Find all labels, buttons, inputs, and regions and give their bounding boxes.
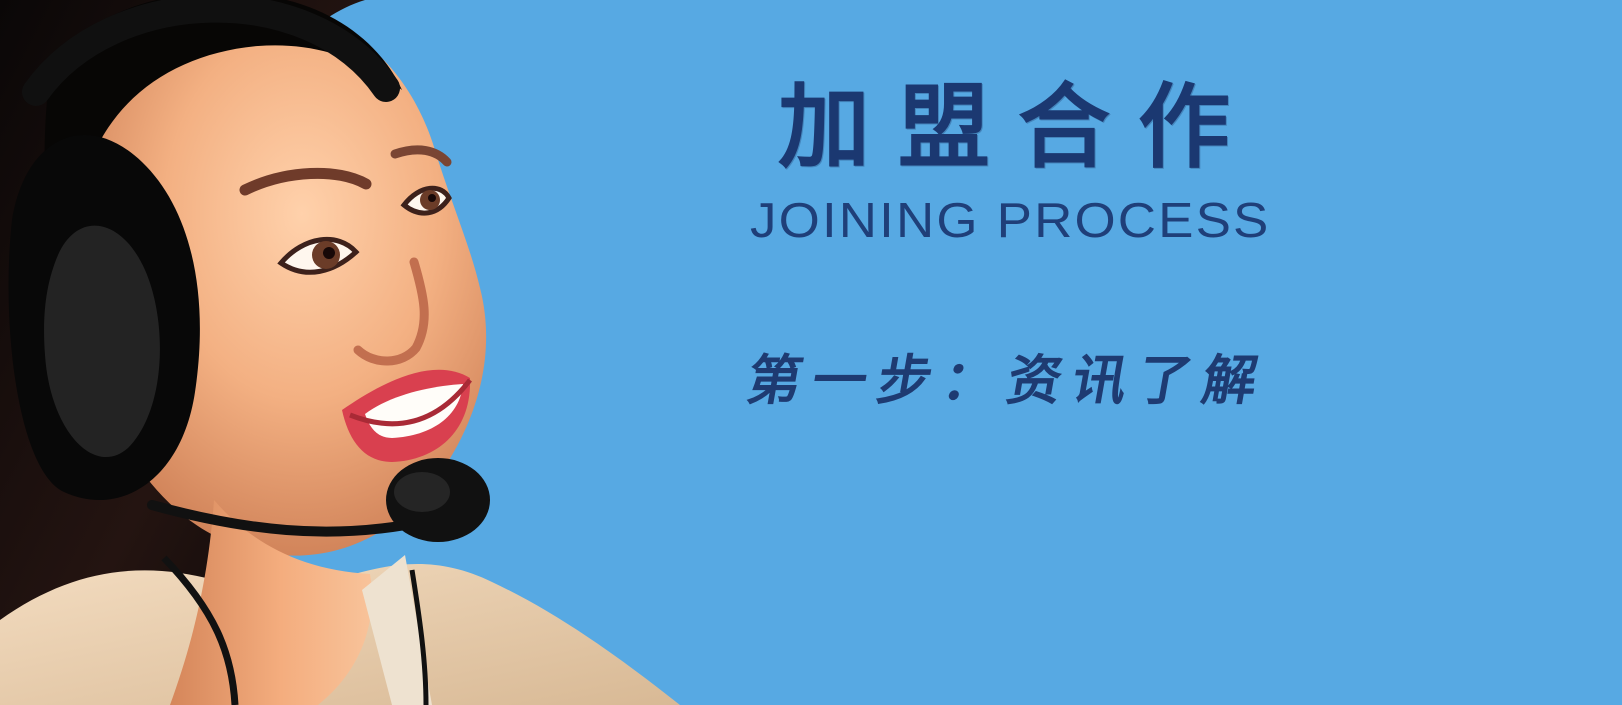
microphone-boom-shape bbox=[147, 500, 411, 537]
english-subtitle: JOINING PROCESS bbox=[750, 194, 1271, 248]
collar-shape bbox=[362, 555, 432, 705]
hair-fringe-shape bbox=[44, 0, 402, 320]
right-eye-pupil bbox=[428, 194, 436, 202]
left-eyebrow-shape bbox=[239, 167, 372, 196]
microphone-highlight-shape bbox=[394, 472, 450, 512]
left-eye-pupil bbox=[323, 247, 335, 259]
headset-cable-shape bbox=[161, 555, 239, 705]
headset-ear-cup-shape bbox=[44, 225, 160, 458]
lip-line-shape bbox=[349, 378, 472, 427]
neck-shape bbox=[170, 500, 372, 705]
headset-band-shape bbox=[22, 0, 400, 106]
customer-service-photo bbox=[0, 0, 680, 705]
woman-headset-image bbox=[0, 0, 680, 705]
step-text: 第一步：资讯了解 bbox=[742, 348, 1274, 412]
nose-shape bbox=[353, 257, 429, 366]
shirt-cable-shape bbox=[409, 569, 429, 705]
main-title: 加盟合作 bbox=[778, 73, 1259, 181]
banner-text-block: 加盟合作 JOINING PROCESS 第一步：资讯了解 bbox=[742, 55, 1380, 475]
right-eyebrow-shape bbox=[390, 145, 452, 167]
